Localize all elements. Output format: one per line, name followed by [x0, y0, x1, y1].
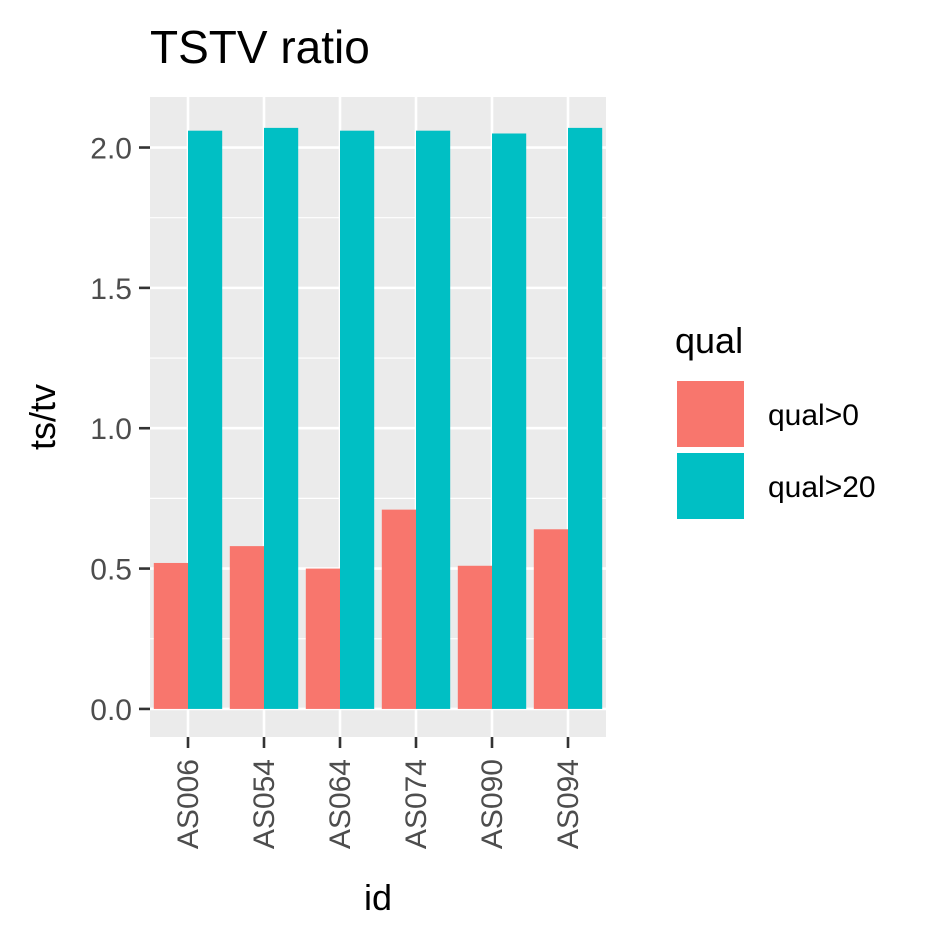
legend-label: qual>20: [768, 471, 876, 504]
legend-key: [677, 381, 744, 447]
bar-AS074-qual>0: [381, 509, 416, 709]
grid-minor: [150, 217, 606, 640]
bar-AS094-qual>0: [533, 529, 568, 709]
y-tick-label: 1.5: [90, 273, 132, 306]
x-tick-label: AS094: [552, 759, 585, 849]
x-axis: AS006 AS054 AS064 AS074 AS090 AS094: [172, 737, 585, 849]
y-tick-label: 2.0: [90, 133, 132, 166]
bar-AS006-qual>20: [188, 130, 223, 709]
x-tick-label: AS064: [324, 759, 357, 849]
y-axis: 0.0 0.5 1.0 1.5 2.0: [90, 133, 150, 727]
x-axis-label: id: [364, 877, 392, 918]
y-tick-label: 0.0: [90, 694, 132, 727]
bars: [153, 127, 603, 709]
bar-AS054-qual>20: [264, 127, 299, 709]
x-tick-label: AS090: [476, 759, 509, 849]
bar-AS064-qual>0: [305, 568, 340, 709]
plot-panel: [150, 97, 606, 737]
x-tick-label: AS006: [172, 759, 205, 849]
bar-AS006-qual>0: [153, 562, 188, 709]
legend: qual qual>0 qual>20: [675, 320, 876, 519]
y-axis-label: ts/tv: [22, 384, 63, 450]
y-tick-label: 1.0: [90, 413, 132, 446]
bar-AS064-qual>20: [340, 130, 375, 709]
legend-title: qual: [675, 320, 743, 361]
x-tick-label: AS054: [248, 759, 281, 849]
legend-label: qual>0: [768, 399, 859, 432]
chart-title: TSTV ratio: [150, 21, 370, 73]
x-tick-label: AS074: [400, 759, 433, 849]
bar-AS094-qual>20: [568, 127, 603, 709]
bar-AS054-qual>0: [229, 546, 264, 709]
bar-AS090-qual>0: [457, 565, 492, 709]
legend-key: [677, 453, 744, 519]
bar-AS074-qual>20: [416, 130, 451, 709]
y-tick-label: 0.5: [90, 554, 132, 587]
bar-AS090-qual>20: [492, 133, 527, 709]
